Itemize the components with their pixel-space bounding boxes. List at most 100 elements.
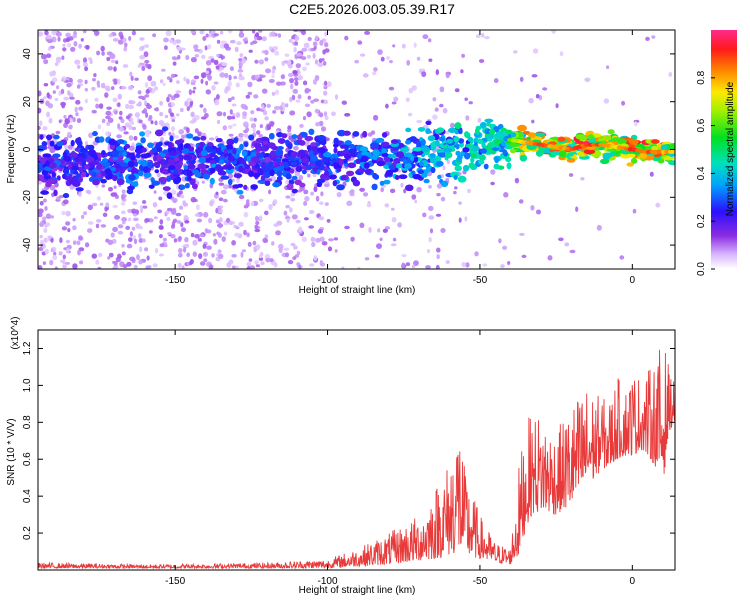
ridge-cell	[62, 168, 70, 174]
ridge-cell	[212, 148, 217, 154]
y-tick-label: 40	[22, 48, 33, 60]
noise-speckle	[403, 188, 407, 194]
ridge-cell	[179, 184, 186, 190]
noise-speckle	[183, 76, 187, 82]
noise-speckle	[564, 242, 570, 247]
ridge-cell	[257, 179, 267, 185]
noise-speckle	[176, 220, 182, 224]
noise-speckle	[75, 99, 81, 105]
noise-speckle	[364, 257, 370, 261]
noise-speckle	[293, 46, 297, 53]
noise-speckle	[289, 97, 293, 102]
noise-speckle	[203, 258, 208, 263]
noise-speckle	[464, 97, 469, 101]
noise-speckle	[121, 251, 126, 256]
noise-speckle	[258, 59, 264, 65]
snr-line	[38, 349, 675, 570]
noise-speckle	[411, 85, 417, 91]
noise-speckle	[248, 258, 253, 262]
ridge-cell	[453, 136, 460, 143]
noise-speckle	[214, 99, 220, 106]
ridge-cell	[39, 157, 47, 164]
noise-speckle	[166, 217, 171, 221]
ridge-cell	[519, 154, 528, 162]
ridge-cell	[174, 157, 180, 162]
ridge-cell	[62, 173, 67, 179]
noise-speckle	[196, 218, 202, 223]
ridge-cell	[46, 134, 53, 141]
ridge-cell	[453, 174, 458, 180]
ridge-cell	[181, 148, 190, 155]
noise-speckle	[313, 255, 318, 261]
noise-speckle	[246, 232, 250, 238]
noise-speckle	[42, 216, 47, 221]
noise-speckle	[287, 63, 293, 69]
ridge-cell	[457, 138, 465, 144]
ridge-cell	[101, 150, 106, 156]
ridge-cell	[328, 174, 337, 180]
ridge-cell	[183, 154, 193, 161]
noise-speckle	[467, 188, 471, 194]
noise-speckle	[78, 235, 83, 241]
ridge-cell	[371, 183, 378, 191]
noise-speckle	[323, 183, 330, 188]
noise-speckle	[238, 32, 245, 38]
noise-speckle	[158, 226, 164, 230]
noise-speckle	[176, 80, 180, 84]
noise-speckle	[293, 77, 299, 82]
noise-speckle	[112, 38, 119, 42]
noise-speckle	[107, 66, 113, 71]
noise-speckle	[222, 125, 227, 131]
ridge-cell	[509, 148, 517, 154]
noise-speckle	[194, 128, 199, 134]
noise-speckle	[52, 90, 56, 94]
noise-speckle	[96, 196, 102, 201]
noise-speckle	[163, 244, 168, 248]
ridge-cell	[310, 155, 318, 162]
noise-speckle	[299, 123, 304, 128]
noise-speckle	[194, 213, 201, 217]
noise-speckle	[247, 91, 253, 96]
ridge-cell	[109, 144, 115, 150]
noise-speckle	[129, 231, 133, 237]
noise-speckle	[334, 94, 339, 100]
noise-speckle	[38, 247, 44, 251]
noise-speckle	[359, 222, 365, 229]
ridge-cell	[443, 147, 453, 153]
snr-y-multiplier: (x10^4)	[10, 316, 21, 349]
noise-speckle	[237, 69, 244, 73]
noise-speckle	[139, 55, 146, 60]
noise-speckle	[144, 247, 149, 252]
noise-speckle	[215, 191, 219, 195]
noise-speckle	[309, 263, 315, 267]
noise-speckle	[238, 194, 245, 200]
ridge-cell	[471, 145, 480, 152]
noise-speckle	[193, 75, 200, 80]
noise-speckle	[123, 194, 127, 198]
noise-speckle	[65, 37, 71, 43]
ridge-cell	[336, 184, 345, 191]
noise-speckle	[79, 260, 84, 265]
ridge-cell	[39, 134, 44, 140]
noise-speckle	[62, 254, 66, 260]
snr-y-label: SNR (10 * V/V)	[6, 418, 17, 485]
noise-speckle	[293, 245, 298, 250]
ridge-cell	[317, 135, 326, 141]
noise-speckle	[292, 256, 297, 260]
noise-speckle	[192, 251, 197, 257]
noise-speckle	[139, 246, 143, 253]
noise-speckle	[307, 36, 312, 42]
noise-speckle	[297, 94, 302, 100]
noise-speckle	[442, 165, 446, 171]
noise-speckle	[274, 89, 280, 96]
noise-speckle	[158, 196, 163, 201]
ridge-cell	[186, 170, 193, 177]
noise-speckle	[72, 263, 78, 269]
noise-speckle	[133, 135, 138, 141]
noise-speckle	[493, 78, 499, 84]
noise-speckle	[200, 72, 207, 78]
noise-speckle	[68, 124, 73, 130]
noise-speckle	[432, 97, 437, 102]
noise-speckle	[129, 121, 135, 125]
noise-speckle	[258, 30, 263, 33]
